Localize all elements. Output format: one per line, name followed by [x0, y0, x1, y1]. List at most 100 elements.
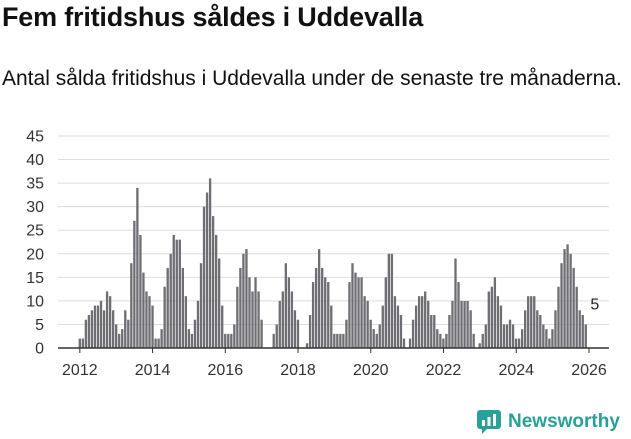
bar — [424, 291, 427, 348]
bar — [451, 300, 454, 348]
bar — [366, 300, 369, 348]
bar — [121, 329, 124, 348]
bar — [205, 192, 209, 348]
bar — [584, 324, 587, 348]
y-tick-label: 5 — [35, 317, 44, 334]
bar — [169, 253, 172, 348]
bar — [99, 300, 103, 348]
bar — [445, 333, 448, 348]
bar — [330, 305, 333, 348]
bar — [536, 310, 539, 348]
bar — [227, 333, 230, 348]
x-tick-label: 2018 — [280, 362, 316, 379]
bar — [124, 310, 127, 348]
bar — [436, 329, 439, 348]
bar — [378, 324, 381, 348]
bar — [502, 324, 506, 348]
bar — [411, 319, 415, 348]
bar — [208, 178, 212, 348]
bar — [242, 253, 245, 348]
bar — [245, 249, 248, 348]
bar — [327, 282, 330, 348]
bar — [190, 333, 194, 348]
bar — [202, 206, 206, 348]
bar — [345, 319, 348, 348]
bar — [296, 319, 300, 348]
bar — [578, 310, 581, 348]
bar — [284, 263, 287, 348]
bar — [224, 333, 227, 348]
bar — [342, 333, 345, 348]
bar — [542, 324, 545, 348]
brand-logo[interactable]: Newsworthy — [476, 408, 620, 436]
bar — [357, 277, 360, 348]
chart-title: Fem fritidshus såldes i Uddevalla — [2, 2, 424, 32]
bar — [336, 333, 339, 348]
bar — [460, 300, 463, 348]
bar — [236, 286, 239, 348]
highlight-data-label: 5 — [590, 296, 599, 313]
bar — [430, 315, 433, 348]
bar — [230, 333, 233, 348]
bar — [157, 338, 160, 348]
bar — [233, 324, 236, 348]
bar — [421, 296, 424, 348]
bar — [254, 277, 257, 348]
bar — [260, 319, 263, 348]
bar — [178, 239, 181, 348]
bar — [363, 296, 366, 348]
y-tick-label: 35 — [26, 176, 44, 193]
bar — [442, 338, 445, 348]
bar — [360, 277, 363, 348]
bar — [417, 296, 421, 348]
bar — [539, 315, 542, 348]
bar — [108, 296, 112, 348]
bar — [211, 216, 215, 348]
bar — [96, 305, 100, 348]
bar — [90, 310, 94, 348]
bar — [466, 300, 469, 348]
bar — [187, 329, 191, 348]
y-tick-label: 30 — [26, 199, 44, 216]
bar — [499, 305, 503, 348]
bar — [78, 338, 81, 348]
bar — [384, 277, 387, 348]
bar — [557, 286, 560, 348]
bar — [487, 291, 490, 348]
x-tick-label: 2012 — [62, 362, 98, 379]
bar — [136, 187, 139, 348]
y-tick-label: 15 — [26, 270, 44, 287]
bar — [339, 333, 342, 348]
bar — [290, 291, 294, 348]
x-tick-label: 2014 — [135, 362, 171, 379]
x-tick-label: 2016 — [208, 362, 244, 379]
bar — [293, 310, 297, 348]
bar — [130, 263, 133, 348]
bar — [145, 291, 148, 348]
bar — [214, 234, 218, 348]
y-tick-label: 20 — [26, 246, 44, 263]
y-tick-label: 40 — [26, 152, 44, 169]
chart-subtitle: Antal sålda fritidshus i Uddevalla under… — [2, 67, 622, 90]
bar — [248, 277, 251, 348]
bar — [251, 291, 254, 348]
bar — [572, 267, 575, 348]
x-tick-label: 2022 — [426, 362, 462, 379]
bar — [81, 338, 85, 348]
bar — [184, 296, 188, 348]
bar — [390, 253, 394, 348]
bar — [348, 282, 351, 348]
bar — [115, 324, 118, 348]
bar — [175, 239, 178, 348]
bar — [545, 329, 548, 348]
bar — [427, 300, 430, 348]
bar — [111, 310, 115, 348]
y-tick-label: 0 — [35, 341, 44, 358]
bar — [93, 305, 97, 348]
bar — [402, 338, 406, 348]
bar — [142, 272, 145, 348]
bar — [163, 286, 166, 348]
bar — [527, 296, 530, 348]
y-tick-label: 10 — [26, 293, 44, 310]
